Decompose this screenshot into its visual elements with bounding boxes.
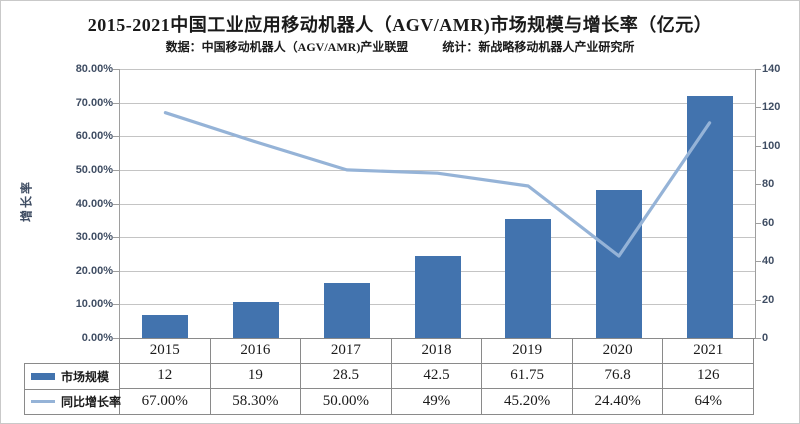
chart-title: 2015-2021中国工业应用移动机器人（AGV/AMR)市场规模与增长率（亿元… xyxy=(87,15,713,35)
right-axis-tick-label: 120 xyxy=(762,101,781,114)
left-axis-tick xyxy=(113,270,119,272)
growth-rate-cell: 64% xyxy=(662,389,753,415)
market-size-cell: 42.5 xyxy=(390,363,482,390)
left-axis-tick-label: 50.00% xyxy=(75,163,113,176)
legend: 市场规模 同比增长率 xyxy=(24,363,122,415)
legend-label: 同比增长率 xyxy=(61,395,122,410)
year-cell: 2016 xyxy=(209,338,301,364)
growth-rate-cell: 58.30% xyxy=(209,389,301,415)
bar xyxy=(233,301,280,338)
bar xyxy=(595,190,642,338)
market-size-cell: 61.75 xyxy=(481,363,572,390)
year-cell: 2020 xyxy=(571,338,663,364)
bar-swatch-icon xyxy=(31,372,55,380)
bar xyxy=(505,219,552,338)
left-axis-tick xyxy=(113,338,119,339)
market-size-cell: 12 xyxy=(119,363,210,390)
gridline xyxy=(120,237,755,239)
right-axis-tick-label: 40 xyxy=(762,255,775,268)
right-axis-tick-label: 20 xyxy=(762,293,775,306)
market-size-cell: 28.5 xyxy=(300,363,391,390)
gridline xyxy=(120,69,755,70)
growth-rate-cell: 24.40% xyxy=(571,389,663,415)
left-axis-tick-label: 40.00% xyxy=(75,197,113,210)
right-axis-tick xyxy=(755,338,761,339)
right-axis-tick-label: 140 xyxy=(762,63,781,75)
data-source-note: 数据：中国移动机器人（AGV/AMR)产业联盟 xyxy=(165,40,409,54)
growth-rate-cell: 49% xyxy=(390,389,482,415)
left-axis-tick xyxy=(113,237,119,239)
market-size-cell: 76.8 xyxy=(571,363,663,390)
market-size-cell: 19 xyxy=(209,363,301,390)
right-axis-tick-label: 80 xyxy=(762,178,775,191)
legend-item: 同比增长率 xyxy=(25,390,122,415)
left-axis-tick-label: 0.00% xyxy=(81,332,113,344)
year-cell: 2015 xyxy=(119,338,210,364)
legend-item: 市场规模 xyxy=(25,364,119,390)
left-axis-tick xyxy=(113,102,119,104)
gridline xyxy=(120,203,755,205)
right-axis-tick xyxy=(755,69,761,70)
left-axis-title: 增长率 xyxy=(19,179,34,223)
left-axis-tick-label: 60.00% xyxy=(75,130,113,143)
left-axis-tick-label: 20.00% xyxy=(75,264,113,277)
right-axis-tick xyxy=(755,184,761,186)
bar xyxy=(686,95,733,338)
statistics-source-note: 统计：新战略移动机器人产业研究所 xyxy=(442,40,635,54)
left-axis-tick xyxy=(113,69,119,70)
bar xyxy=(142,314,189,338)
right-axis-tick xyxy=(755,145,761,147)
gridline xyxy=(120,102,755,104)
left-axis-tick xyxy=(113,136,119,138)
left-axis-tick xyxy=(113,169,119,171)
plot-area xyxy=(119,69,756,339)
growth-rate-cell: 67.00% xyxy=(119,389,210,415)
growth-rate-cell: 50.00% xyxy=(300,389,391,415)
data-table: 2015 2016 2017 2018 2019 2020 2021 12 19 28.5 42.5… xyxy=(119,338,754,415)
right-axis-tick-label: 60 xyxy=(762,216,775,229)
year-cell: 2017 xyxy=(300,338,391,364)
gridline xyxy=(120,136,755,138)
left-axis-tick-label: 10.00% xyxy=(75,298,113,311)
legend-label: 市场规模 xyxy=(61,369,110,384)
growth-rate-cell: 45.20% xyxy=(481,389,572,415)
market-size-cell: 126 xyxy=(662,363,753,390)
right-axis-tick-label: 100 xyxy=(762,139,781,152)
right-axis-tick xyxy=(755,222,761,224)
bar xyxy=(323,283,370,338)
right-axis-tick xyxy=(755,107,761,109)
right-axis-tick xyxy=(755,261,761,263)
growth-rate-line xyxy=(163,111,712,258)
left-axis-tick-label: 70.00% xyxy=(75,96,113,109)
bar xyxy=(414,256,461,338)
left-axis-tick xyxy=(113,304,119,306)
year-cell: 2018 xyxy=(390,338,482,364)
line-swatch-icon xyxy=(31,400,55,404)
right-axis-tick xyxy=(755,299,761,301)
year-cell: 2019 xyxy=(481,338,572,364)
gridline xyxy=(120,169,755,171)
right-axis-tick-label: 0 xyxy=(762,332,769,344)
left-axis-tick-label: 80.00% xyxy=(75,63,113,75)
left-axis-tick-label: 30.00% xyxy=(75,231,113,244)
year-cell: 2021 xyxy=(662,338,753,364)
left-axis-tick xyxy=(113,203,119,205)
chart-subtitle: 数据：中国移动机器人（AGV/AMR)产业联盟 统计：新战略移动机器人产业研究所 xyxy=(1,38,799,55)
